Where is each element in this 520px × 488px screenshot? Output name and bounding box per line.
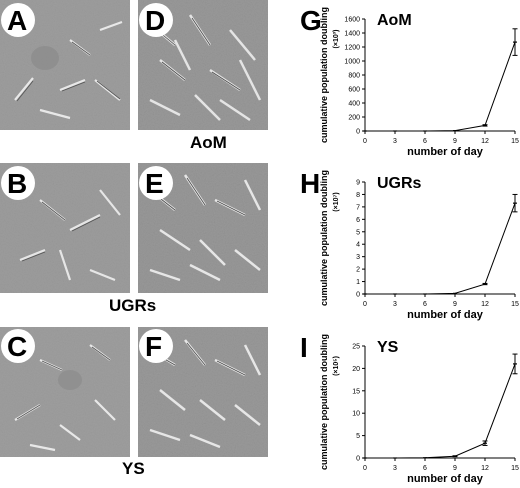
y-tick-label: 1600 <box>344 17 360 24</box>
micrograph-grid: A D B E C F <box>0 0 268 457</box>
y-axis-unit: (×10⁷) <box>333 192 340 211</box>
group-label-ys: YS <box>122 459 145 478</box>
y-tick-label: 0 <box>356 292 360 299</box>
y-tick-label: 3 <box>356 254 360 261</box>
chart-title: YS <box>377 339 399 356</box>
y-tick-label: 8 <box>356 192 360 199</box>
y-tick-label: 20 <box>352 366 360 373</box>
x-tick-label: 15 <box>511 301 519 308</box>
panel-badge-e <box>139 166 173 200</box>
x-tick-label: 15 <box>511 465 519 472</box>
x-tick-label: 0 <box>363 138 367 145</box>
series-line <box>365 363 516 459</box>
panel-badge-d <box>139 3 173 37</box>
y-tick-label: 25 <box>352 344 360 351</box>
x-tick-label: 9 <box>453 465 457 472</box>
series-line <box>365 202 516 295</box>
panel-letter-g: G <box>300 5 322 36</box>
x-axis-label: number of day <box>407 473 484 485</box>
x-axis-label: number of day <box>407 146 484 158</box>
y-tick-label: 9 <box>356 180 360 187</box>
y-axis-unit: (×10³) <box>333 30 340 49</box>
y-tick-label: 4 <box>356 242 360 249</box>
y-tick-label: 6 <box>356 217 360 224</box>
panel-badge-f <box>139 329 173 363</box>
x-tick-label: 3 <box>393 138 397 145</box>
y-tick-label: 1200 <box>344 45 360 52</box>
panel-badge-b <box>1 166 35 200</box>
panel-letter-f: F <box>145 331 162 362</box>
panel-letter-a: A <box>7 5 27 36</box>
group-label-ugrs: UGRs <box>109 296 157 315</box>
y-axis-label: cumulative population doubling <box>319 334 329 470</box>
x-tick-label: 12 <box>481 138 489 145</box>
x-tick-label: 3 <box>393 301 397 308</box>
y-tick-label: 0 <box>356 129 360 136</box>
y-axis-label: cumulative population doubling <box>319 7 329 143</box>
x-tick-label: 12 <box>481 301 489 308</box>
panel-letter-c: C <box>7 331 27 362</box>
panel-badge-a <box>1 3 35 37</box>
x-tick-label: 6 <box>423 465 427 472</box>
y-tick-label: 1000 <box>344 59 360 66</box>
x-tick-label: 6 <box>423 301 427 308</box>
x-tick-label: 0 <box>363 301 367 308</box>
group-label-aom: AoM <box>190 133 227 152</box>
y-tick-label: 15 <box>352 388 360 395</box>
y-axis-label: cumulative population doubling <box>319 170 329 306</box>
x-tick-label: 6 <box>423 138 427 145</box>
y-tick-label: 1 <box>356 279 360 286</box>
y-tick-label: 400 <box>348 101 360 108</box>
x-tick-label: 12 <box>481 465 489 472</box>
chart-title: UGRs <box>377 175 422 192</box>
x-tick-label: 0 <box>363 465 367 472</box>
panel-letter-b: B <box>7 168 27 199</box>
panel-letter-d: D <box>145 5 165 36</box>
y-tick-label: 5 <box>356 229 360 236</box>
y-tick-label: 10 <box>352 411 360 418</box>
x-tick-label: 15 <box>511 138 519 145</box>
panel-badge-c <box>1 329 35 363</box>
x-tick-label: 9 <box>453 138 457 145</box>
y-tick-label: 7 <box>356 204 360 211</box>
y-tick-label: 0 <box>356 456 360 463</box>
panel-letter-e: E <box>145 168 164 199</box>
y-tick-label: 800 <box>348 73 360 80</box>
y-tick-label: 600 <box>348 87 360 94</box>
y-tick-label: 2 <box>356 267 360 274</box>
x-axis-label: number of day <box>407 309 484 321</box>
panel-letter-i: I <box>300 332 308 363</box>
chart-title: AoM <box>377 12 412 29</box>
panel-letter-h: H <box>300 168 320 199</box>
y-tick-label: 200 <box>348 115 360 122</box>
y-tick-label: 5 <box>356 433 360 440</box>
y-axis-unit: (×10⁵) <box>333 356 340 376</box>
series-line <box>365 41 516 132</box>
x-tick-label: 3 <box>393 465 397 472</box>
x-tick-label: 9 <box>453 301 457 308</box>
y-tick-label: 1400 <box>344 31 360 38</box>
